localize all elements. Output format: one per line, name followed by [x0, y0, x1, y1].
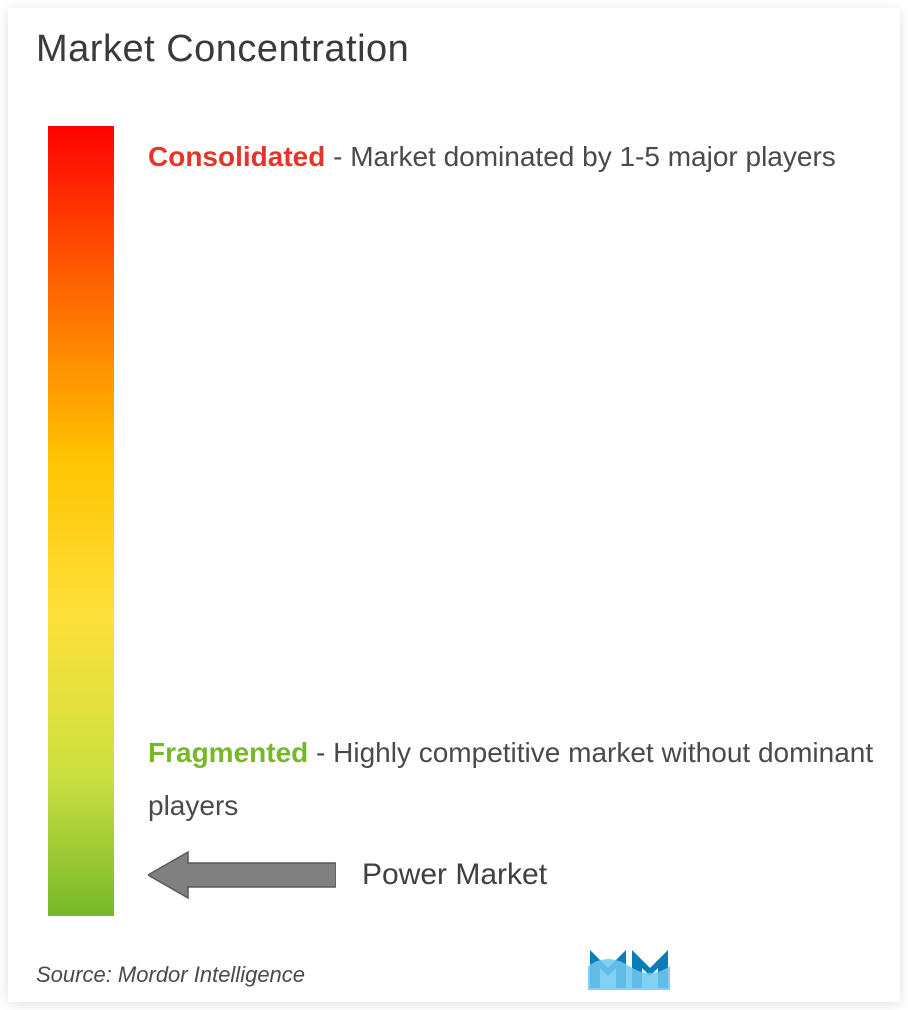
consolidated-desc: - Market dominated by 1-5 major players: [333, 141, 836, 172]
concentration-gradient-bar: [48, 126, 114, 916]
left-arrow-icon: [148, 850, 336, 900]
arrow-shape: [148, 852, 336, 898]
fragmented-label: Fragmented - Highly competitive market w…: [148, 726, 888, 832]
fragmented-term: Fragmented: [148, 737, 308, 768]
consolidated-label: Consolidated - Market dominated by 1-5 m…: [148, 130, 868, 183]
market-indicator-label: Power Market: [362, 858, 547, 892]
mordor-logo-icon: [588, 946, 670, 990]
chart-title: Market Concentration: [36, 28, 409, 71]
consolidated-term: Consolidated: [148, 141, 325, 172]
source-attribution: Source: Mordor Intelligence: [36, 962, 305, 988]
market-indicator-row: Power Market: [148, 850, 547, 900]
infographic-card: Market Concentration Consolidated - Mark…: [8, 8, 900, 1002]
